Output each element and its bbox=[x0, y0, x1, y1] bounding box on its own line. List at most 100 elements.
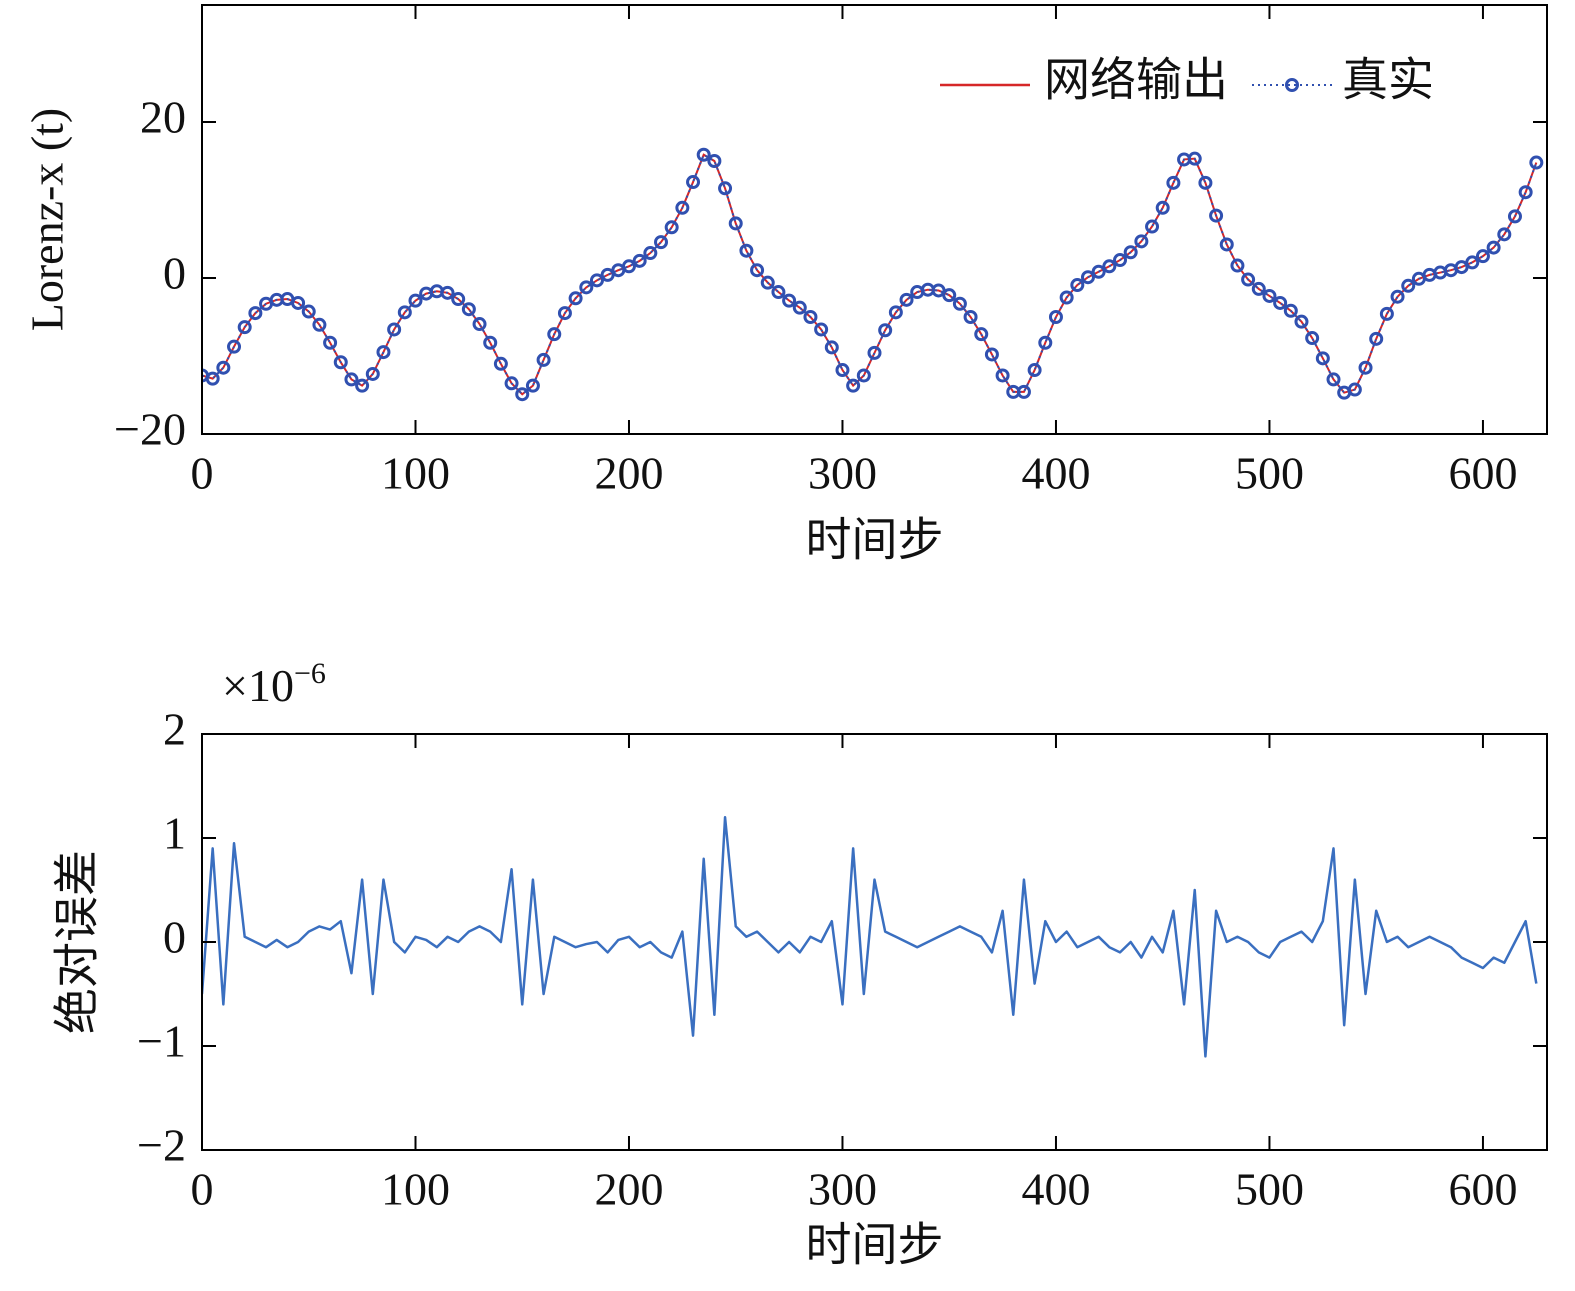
y-tick-label: −1 bbox=[137, 1016, 186, 1067]
x-tick-label: 600 bbox=[1448, 448, 1517, 499]
marker bbox=[686, 175, 701, 190]
marker bbox=[451, 292, 466, 307]
marker bbox=[387, 322, 402, 337]
x-tick-label: 600 bbox=[1448, 1164, 1517, 1215]
x-tick-label: 400 bbox=[1021, 448, 1090, 499]
y-axis-label: Lorenz-x (t) bbox=[22, 108, 73, 332]
marker bbox=[1155, 200, 1170, 215]
marker bbox=[344, 372, 359, 387]
marker bbox=[568, 291, 583, 306]
marker bbox=[312, 317, 327, 332]
marker bbox=[1347, 382, 1362, 397]
marker bbox=[1038, 335, 1053, 350]
marker bbox=[803, 310, 818, 324]
marker bbox=[355, 378, 370, 393]
marker bbox=[333, 355, 348, 370]
marker bbox=[525, 378, 540, 393]
legend-label: 真实 bbox=[1342, 55, 1434, 106]
marker bbox=[1059, 290, 1074, 305]
marker bbox=[557, 306, 572, 321]
marker bbox=[1305, 331, 1320, 346]
marker bbox=[654, 235, 669, 250]
marker bbox=[1315, 351, 1330, 366]
x-tick-label: 200 bbox=[594, 1164, 663, 1215]
x-tick-label: 100 bbox=[381, 1164, 450, 1215]
marker bbox=[888, 305, 903, 320]
marker bbox=[1401, 278, 1416, 293]
marker bbox=[504, 376, 519, 391]
marker bbox=[792, 300, 807, 315]
x-tick-label: 500 bbox=[1235, 1164, 1304, 1215]
x-axis-label: 时间步 bbox=[806, 515, 944, 566]
marker bbox=[632, 253, 647, 268]
marker bbox=[1134, 234, 1149, 249]
y-tick-label: 2 bbox=[163, 704, 186, 755]
y-tick-label: 0 bbox=[163, 248, 186, 299]
marker bbox=[643, 246, 658, 261]
x-tick-label: 100 bbox=[381, 448, 450, 499]
x-tick-label: 500 bbox=[1235, 448, 1304, 499]
marker bbox=[952, 296, 967, 311]
series-line bbox=[202, 153, 1538, 396]
axes-frame bbox=[201, 733, 1548, 1151]
marker bbox=[1219, 237, 1234, 252]
marker bbox=[1497, 227, 1512, 242]
marker bbox=[1326, 372, 1341, 387]
plot-area bbox=[202, 147, 1544, 402]
marker bbox=[1198, 175, 1213, 190]
plot-area bbox=[202, 815, 1538, 1058]
x-tick-label: 200 bbox=[594, 448, 663, 499]
marker bbox=[1369, 331, 1384, 346]
marker bbox=[707, 154, 722, 168]
marker bbox=[878, 323, 893, 338]
marker bbox=[1080, 270, 1095, 285]
y-tick-label: 20 bbox=[140, 92, 186, 143]
x-tick-label: 0 bbox=[191, 1164, 214, 1215]
marker bbox=[1358, 360, 1373, 375]
series-line bbox=[202, 815, 1538, 1058]
marker bbox=[1027, 363, 1042, 378]
marker bbox=[1465, 255, 1480, 270]
marker bbox=[718, 181, 733, 196]
x-tick-label: 0 bbox=[191, 448, 214, 499]
marker bbox=[1294, 314, 1309, 329]
marker bbox=[899, 292, 914, 307]
legend-marker bbox=[1285, 78, 1299, 92]
marker bbox=[408, 293, 423, 308]
marker bbox=[1113, 253, 1128, 268]
marker bbox=[995, 368, 1010, 383]
marker bbox=[1262, 288, 1277, 303]
marker bbox=[493, 356, 508, 371]
marker bbox=[1016, 384, 1031, 399]
marker bbox=[771, 285, 786, 300]
marker bbox=[547, 327, 562, 342]
marker bbox=[621, 259, 636, 274]
marker bbox=[1390, 289, 1405, 304]
marker bbox=[760, 275, 775, 290]
marker bbox=[1518, 185, 1533, 200]
marker bbox=[1145, 219, 1160, 234]
y-scale-label: ×10−6 bbox=[222, 657, 326, 711]
marker bbox=[1475, 249, 1490, 264]
marker bbox=[984, 347, 999, 362]
marker bbox=[365, 366, 380, 381]
y-axis-label: 绝对误差 bbox=[52, 850, 103, 1034]
marker bbox=[237, 320, 252, 335]
marker bbox=[205, 371, 220, 386]
marker bbox=[739, 243, 754, 258]
marker bbox=[227, 339, 242, 354]
marker bbox=[376, 345, 391, 360]
marker bbox=[696, 147, 711, 162]
legend-label: 网络输出 bbox=[1044, 55, 1228, 106]
marker bbox=[1091, 264, 1106, 279]
x-tick-label: 400 bbox=[1021, 1164, 1090, 1215]
marker bbox=[579, 280, 594, 295]
marker bbox=[664, 220, 679, 235]
marker bbox=[216, 360, 231, 375]
marker bbox=[301, 304, 316, 319]
marker bbox=[1379, 306, 1394, 321]
marker bbox=[483, 335, 498, 350]
marker bbox=[963, 310, 978, 324]
